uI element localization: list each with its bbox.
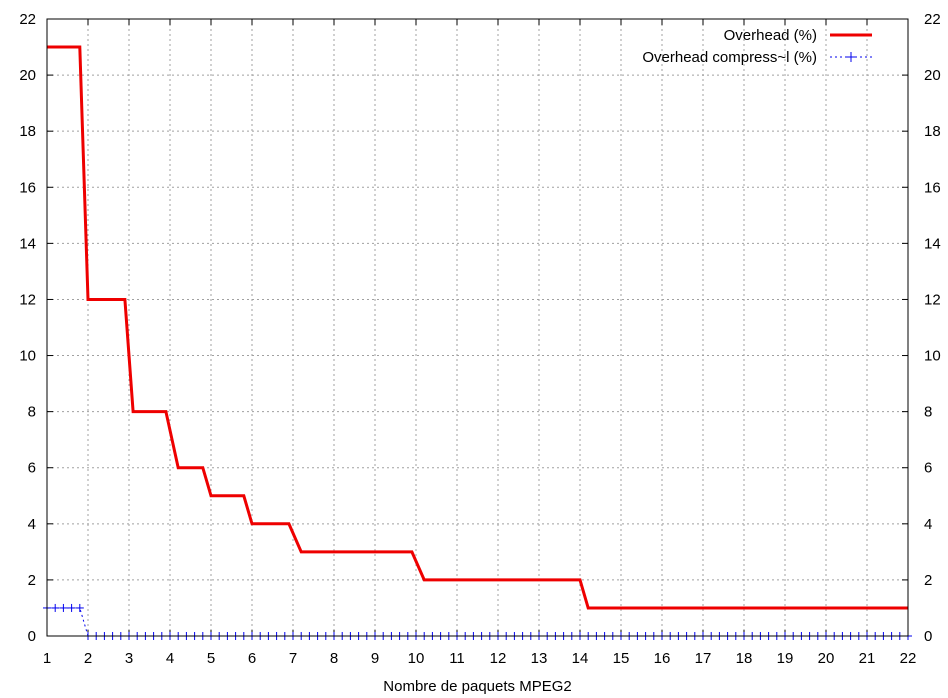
y-tick-label: 0 — [28, 628, 36, 645]
x-tick-label: 16 — [654, 650, 671, 667]
x-tick-label: 21 — [859, 650, 876, 667]
x-tick-label: 22 — [900, 650, 917, 667]
x-tick-label: 19 — [777, 650, 794, 667]
y2-tick-label: 14 — [924, 235, 941, 252]
x-tick-label: 4 — [166, 650, 174, 667]
y-tick-label: 20 — [19, 67, 36, 84]
y-tick-label: 4 — [28, 516, 36, 533]
y2-tick-label: 4 — [924, 516, 932, 533]
y-tick-label: 18 — [19, 123, 36, 140]
series-line-1 — [47, 608, 908, 636]
y2-tick-label: 12 — [924, 291, 941, 308]
y2-tick-label: 6 — [924, 460, 932, 477]
y2-tick-label: 2 — [924, 572, 932, 589]
data-point — [76, 604, 84, 612]
legend-label-overhead: Overhead (%) — [724, 27, 817, 44]
x-tick-label: 6 — [248, 650, 256, 667]
y2-tick-label: 18 — [924, 123, 941, 140]
series-layer — [43, 47, 912, 640]
x-tick-label: 1 — [43, 650, 51, 667]
tick-labels: 1 2 3 4 5 6 7 8 9 10 11 12 13 14 15 16 17 18 19 20 21 220 02 24… — [19, 11, 940, 667]
y-tick-label: 16 — [19, 179, 36, 196]
x-tick-label: 3 — [125, 650, 133, 667]
x-tick-label: 17 — [695, 650, 712, 667]
y2-tick-label: 8 — [924, 404, 932, 421]
plot-frame — [47, 19, 908, 636]
x-tick-label: 20 — [818, 650, 835, 667]
y2-tick-label: 10 — [924, 348, 941, 365]
y-tick-label: 12 — [19, 291, 36, 308]
y2-tick-label: 20 — [924, 67, 941, 84]
legend: Overhead (%) Overhead compress~l (%) — [642, 27, 872, 66]
y-tick-label: 22 — [19, 11, 36, 28]
y-tick-label: 10 — [19, 348, 36, 365]
y2-tick-label: 22 — [924, 11, 941, 28]
y-tick-label: 6 — [28, 460, 36, 477]
x-axis-title: Nombre de paquets MPEG2 — [383, 678, 571, 695]
y2-tick-label: 16 — [924, 179, 941, 196]
y-tick-label: 14 — [19, 235, 36, 252]
data-point — [51, 604, 59, 612]
data-point — [68, 604, 76, 612]
legend-swatch-marker — [846, 52, 856, 62]
y-tick-label: 2 — [28, 572, 36, 589]
x-tick-label: 18 — [736, 650, 753, 667]
data-point — [59, 604, 67, 612]
x-tick-label: 9 — [371, 650, 379, 667]
x-tick-label: 12 — [490, 650, 507, 667]
x-tick-label: 15 — [613, 650, 630, 667]
x-tick-label: 5 — [207, 650, 215, 667]
axis-ticks — [47, 19, 908, 636]
x-tick-label: 13 — [531, 650, 548, 667]
grid — [47, 19, 908, 636]
y-tick-label: 8 — [28, 404, 36, 421]
x-tick-label: 14 — [572, 650, 589, 667]
legend-label-overhead-compress: Overhead compress~l (%) — [642, 49, 817, 66]
x-tick-label: 8 — [330, 650, 338, 667]
y2-tick-label: 0 — [924, 628, 932, 645]
x-tick-label: 11 — [449, 650, 465, 667]
x-tick-label: 2 — [84, 650, 92, 667]
x-tick-label: 10 — [408, 650, 425, 667]
x-tick-label: 7 — [289, 650, 297, 667]
